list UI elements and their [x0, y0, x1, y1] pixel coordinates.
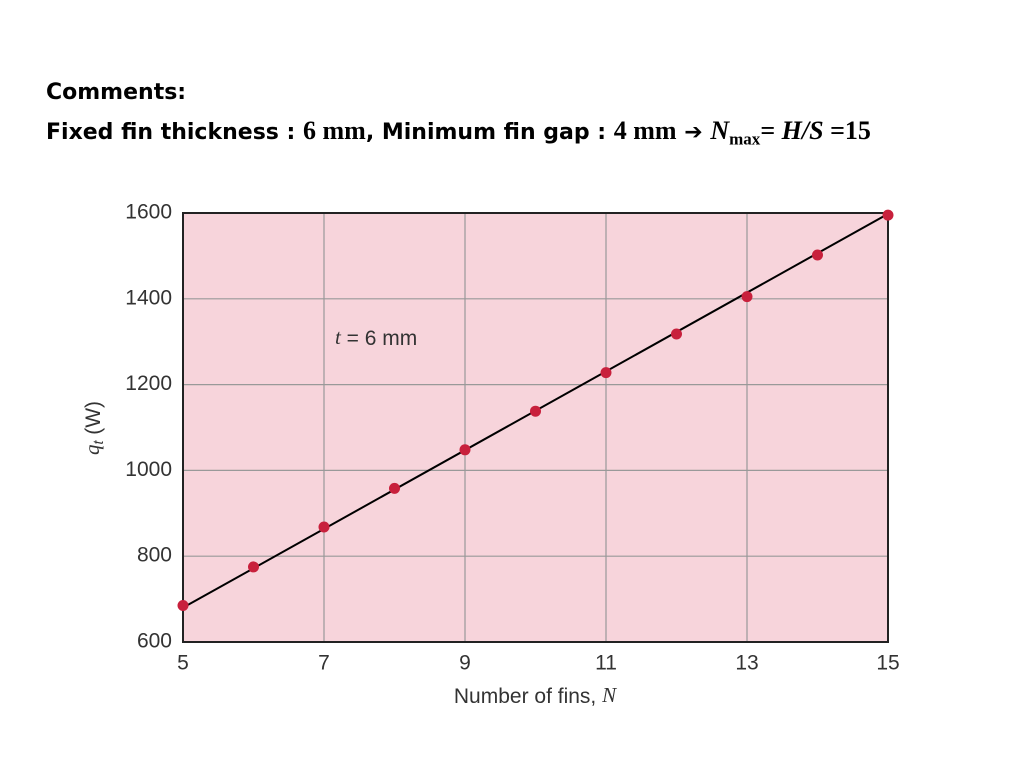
- annotation-text: t: [335, 325, 342, 349]
- y-tick-label: 1400: [125, 286, 172, 309]
- subtitle-text: ➔: [684, 120, 703, 145]
- data-point: [530, 405, 541, 417]
- data-point: [318, 521, 330, 533]
- subtitle-text: 6 mm: [303, 116, 366, 145]
- x-tick-label: 7: [318, 652, 330, 675]
- plot-frame: [182, 212, 889, 643]
- x-tick-label: 9: [459, 652, 471, 675]
- x-tick-label: 5: [177, 652, 189, 675]
- y-tick-label: 800: [137, 544, 172, 567]
- plot-background: [183, 213, 888, 642]
- data-point: [248, 561, 259, 573]
- x-tick-label: 15: [876, 652, 899, 675]
- annotation: t = 6 mm: [335, 325, 417, 350]
- data-point: [389, 482, 400, 494]
- subtitle-text: =15: [823, 116, 871, 145]
- data-point: [459, 444, 471, 456]
- data-point: [600, 367, 612, 379]
- x-tick-label: 11: [595, 652, 617, 675]
- subtitle-text: max: [729, 129, 761, 149]
- y-tick-label: 1600: [125, 201, 172, 224]
- subtitle-text: N: [710, 116, 730, 145]
- subtitle: Fixed fin thickness : 6 mm, Minimum fin …: [46, 116, 871, 149]
- x-label-text: N: [601, 683, 617, 707]
- x-label-text: Number of fins,: [454, 685, 602, 708]
- x-axis-label: Number of fins, N: [454, 683, 617, 708]
- title: Comments:: [46, 80, 187, 105]
- data-point: [882, 209, 894, 221]
- y-tick-label: 600: [137, 630, 172, 653]
- y-axis-label: qt (W): [80, 401, 106, 455]
- annotation-text: = 6 mm: [341, 327, 417, 350]
- data-point: [812, 249, 823, 261]
- subtitle-text: , Minimum fin gap :: [365, 120, 614, 145]
- subtitle-text: Fixed fin thickness :: [46, 120, 303, 145]
- subtitle-text: H/S: [781, 116, 824, 145]
- data-point: [741, 291, 753, 303]
- y-tick-label: 1000: [125, 458, 172, 481]
- x-tick-label: 13: [735, 652, 758, 675]
- y-tick-label: 1200: [125, 372, 172, 395]
- y-label-text: t: [90, 440, 106, 445]
- data-point: [177, 600, 189, 612]
- subtitle-text: 4 mm: [613, 116, 677, 145]
- subtitle-text: =: [760, 116, 782, 145]
- y-label-text: (W): [82, 401, 105, 441]
- y-label-text: q: [80, 444, 104, 455]
- data-point: [671, 328, 682, 340]
